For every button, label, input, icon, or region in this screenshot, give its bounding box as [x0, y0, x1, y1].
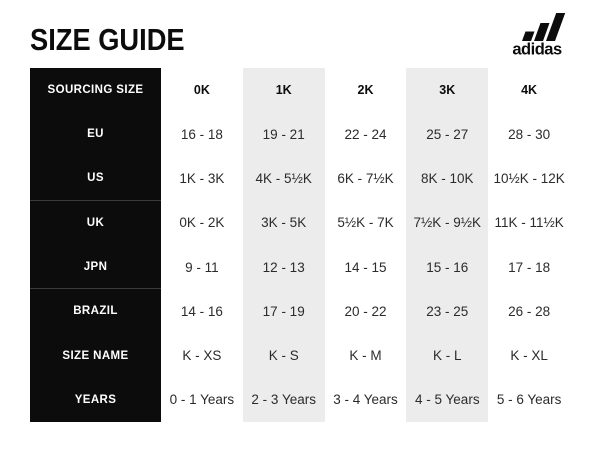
size-cell: 17 - 19 — [242, 289, 325, 334]
adidas-logo-icon: adidas — [512, 13, 566, 58]
size-cell: 16 - 18 — [180, 126, 223, 142]
column-header-2k: 2K — [357, 83, 374, 98]
size-cell: 26 - 28 — [508, 303, 551, 319]
column-header-3k: 3K — [406, 68, 489, 113]
row-label-eu: EU — [30, 112, 161, 157]
column-header-4k: 4K — [521, 83, 538, 98]
header: SIZE GUIDE adidas — [30, 0, 572, 62]
size-cell: 11K - 11½K — [494, 215, 564, 231]
size-cell: 3K - 5K — [242, 200, 325, 245]
row-label-size-name: SIZE NAME — [30, 333, 161, 378]
size-cell: 4K - 5½K — [242, 156, 325, 201]
size-cell: 3 - 4 Years — [333, 392, 398, 408]
size-cell: 6K - 7½K — [337, 171, 394, 187]
size-cell: K - XL — [510, 348, 548, 364]
row-label-us: US — [30, 156, 161, 201]
size-cell: 14 - 16 — [180, 303, 223, 319]
size-cell: 5 - 6 Years — [496, 392, 562, 408]
size-cell: 17 - 18 — [508, 259, 551, 275]
size-cell: 15 - 16 — [406, 245, 489, 290]
row-label-years: YEARS — [30, 377, 161, 422]
size-cell: 7½K - 9½K — [406, 200, 489, 245]
size-cell: 22 - 24 — [344, 126, 387, 142]
size-cell: 25 - 27 — [406, 112, 489, 157]
page-title: SIZE GUIDE — [30, 22, 185, 57]
size-cell: 19 - 21 — [242, 112, 325, 157]
size-cell: 0K - 2K — [179, 215, 225, 231]
size-cell: 14 - 15 — [344, 259, 387, 275]
size-cell: 4 - 5 Years — [406, 377, 489, 422]
row-label-sourcing-size: SOURCING SIZE — [30, 68, 161, 113]
size-cell: K - S — [242, 333, 325, 378]
size-cell: K - M — [349, 348, 382, 364]
size-cell: 12 - 13 — [242, 245, 325, 290]
size-cell: 0 - 1 Years — [169, 392, 235, 408]
size-cell: 28 - 30 — [508, 126, 551, 142]
adidas-logo: adidas — [502, 7, 572, 57]
row-label-brazil: BRAZIL — [30, 289, 161, 334]
size-guide-table: SOURCING SIZE 0K 1K 2K 3K 4K EU 16 - 18 … — [30, 68, 570, 422]
row-label-jpn: JPN — [30, 245, 161, 290]
column-header-1k: 1K — [242, 68, 325, 113]
size-cell: 9 - 11 — [185, 259, 219, 275]
adidas-wordmark: adidas — [512, 41, 562, 58]
size-cell: 8K - 10K — [406, 156, 489, 201]
size-cell: 2 - 3 Years — [242, 377, 325, 422]
size-cell: K - L — [406, 333, 489, 378]
size-cell: 23 - 25 — [406, 289, 489, 334]
row-label-uk: UK — [30, 200, 161, 245]
size-cell: 1K - 3K — [179, 171, 225, 187]
column-header-0k: 0K — [193, 83, 210, 98]
size-cell: K - XS — [182, 348, 222, 364]
size-cell: 20 - 22 — [344, 303, 387, 319]
size-cell: 10½K - 12K — [493, 171, 565, 187]
size-cell: 5½K - 7K — [337, 215, 394, 231]
